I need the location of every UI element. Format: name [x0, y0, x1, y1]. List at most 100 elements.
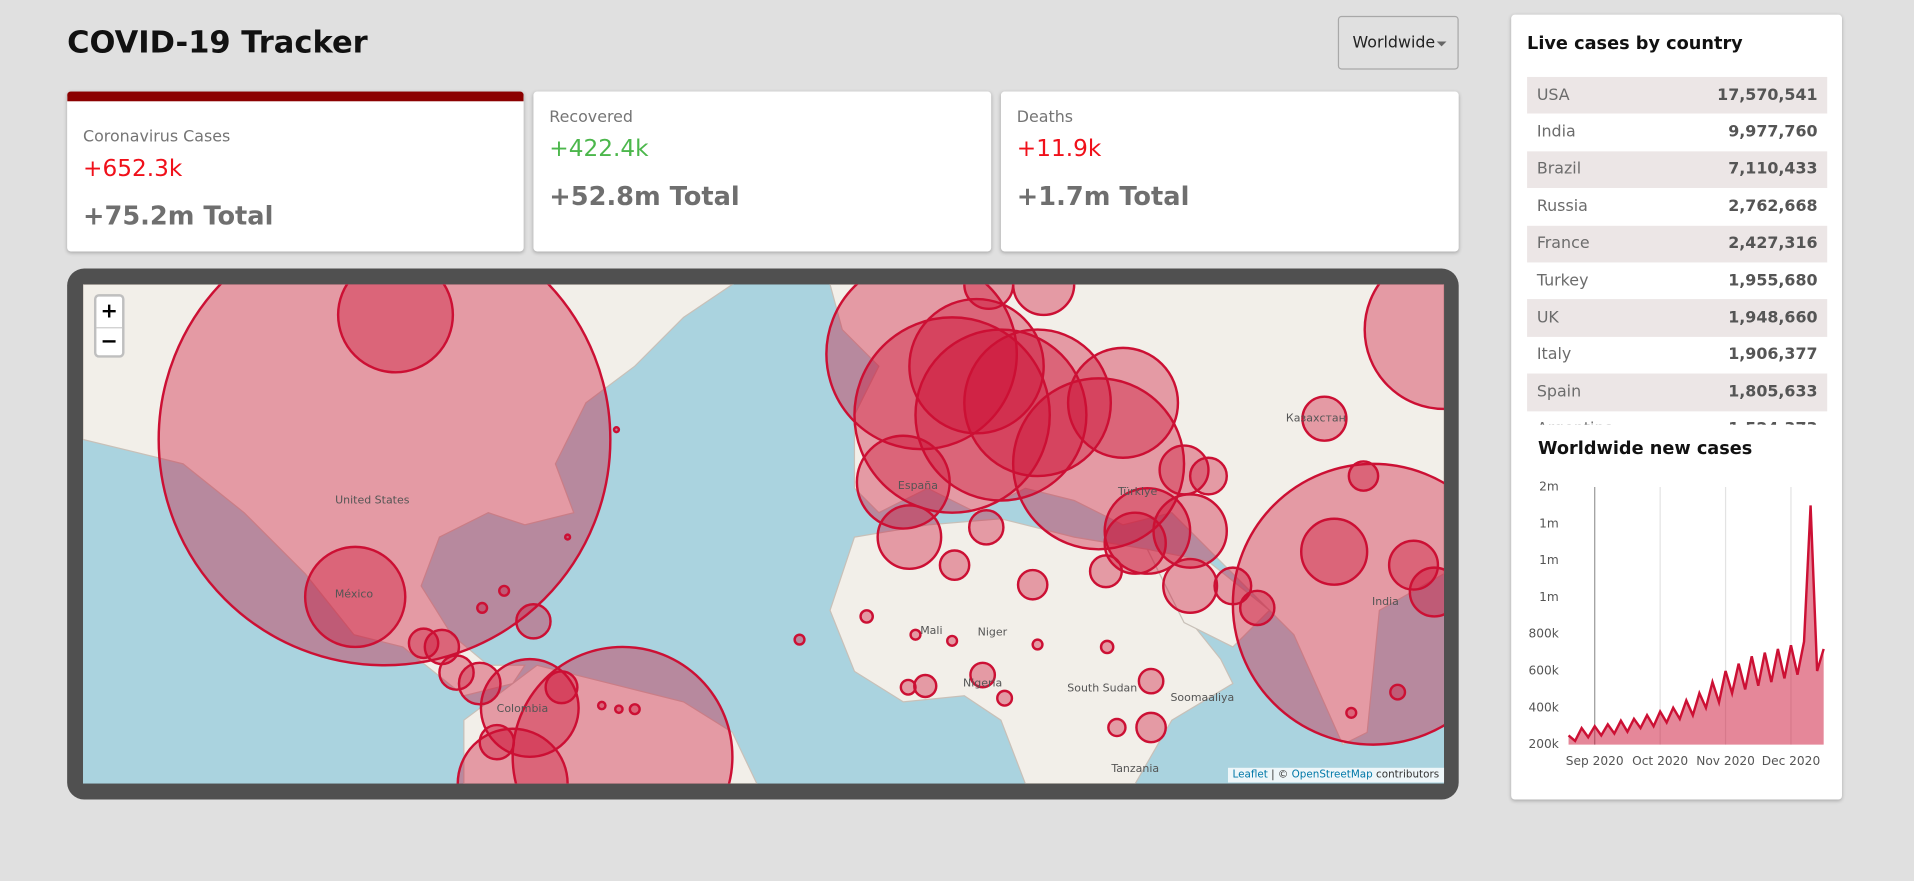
case-circle [1099, 639, 1115, 655]
case-circle [457, 661, 502, 706]
country-cases: 1,955,680 [1728, 271, 1818, 291]
table-row: Russia 2,762,668 [1527, 188, 1827, 225]
card-total: +52.8m Total [549, 181, 740, 212]
table-row: Spain 1,805,633 [1527, 373, 1828, 411]
y-tick-label: 400k [1528, 700, 1559, 714]
case-circle [336, 284, 455, 374]
y-tick-label: 600k [1528, 664, 1559, 678]
case-circle [1408, 566, 1445, 618]
case-circle [1301, 395, 1348, 442]
country-name: Brazil [1536, 160, 1582, 179]
map[interactable]: United States México Colombia España Tür… [83, 284, 1445, 784]
case-circle [938, 549, 971, 582]
card-total: +1.7m Total [1016, 181, 1190, 212]
attribution-separator: | © [1271, 769, 1289, 782]
land [83, 284, 734, 697]
map-label: México [335, 587, 374, 600]
case-circle [563, 533, 572, 541]
table-row: UK 1,948,660 [1527, 299, 1828, 337]
map-label: Mali [920, 624, 942, 637]
case-circle [1135, 711, 1167, 744]
info-card[interactable]: Coronavirus Cases +652.3k +75.2m Total [67, 91, 524, 252]
case-circle [544, 670, 579, 705]
case-circle [1387, 539, 1440, 591]
card-total: +75.2m Total [83, 201, 274, 231]
x-tick-label: Sep 2020 [1566, 754, 1624, 768]
chart-title: Worldwide new cases [1538, 439, 1752, 459]
case-circle [913, 673, 938, 699]
zoom-in[interactable]: + [96, 297, 123, 329]
card-title: Recovered [549, 108, 633, 127]
case-circle [596, 700, 607, 711]
attribution-link[interactable]: OpenStreetMap [1291, 769, 1373, 782]
country-name: UK [1536, 308, 1559, 328]
country-cases: 2,762,668 [1728, 197, 1818, 216]
x-tick-label: Nov 2020 [1696, 754, 1755, 768]
case-circle [1363, 284, 1445, 411]
case-circle [511, 645, 734, 784]
case-circle [1107, 717, 1127, 738]
country-table[interactable]: USA 17,570,541 India 9,977,760 Brazil 7,110,4… [1527, 76, 1828, 425]
map-label: South Sudan [1067, 681, 1137, 694]
case-circle [1088, 554, 1124, 589]
table-row: France 2,427,316 [1527, 225, 1828, 263]
country-name: Argentina [1537, 420, 1614, 425]
case-circle [909, 628, 922, 641]
table-row: Turkey 1,955,680 [1527, 262, 1827, 299]
x-tick-label: Oct 2020 [1632, 754, 1688, 768]
case-circle [1031, 638, 1044, 651]
area [1568, 505, 1824, 745]
y-tick-label: 2m [1539, 480, 1559, 494]
case-circle [876, 504, 943, 571]
country-name: Italy [1536, 345, 1572, 365]
map-label: Colombia [497, 702, 549, 715]
y-tick-label: 1m [1539, 553, 1559, 567]
attribution-link[interactable]: Leaflet [1232, 769, 1268, 782]
case-circle [1345, 706, 1358, 719]
case-circle [303, 545, 407, 649]
case-circle [1238, 589, 1276, 627]
map-label: Soomaaliya [1170, 691, 1234, 704]
country-cases: 1,906,377 [1728, 345, 1818, 365]
case-circle [793, 633, 806, 646]
table-row: Argentina 1,524,373 [1527, 411, 1827, 425]
table-row: Italy 1,906,377 [1527, 337, 1827, 374]
zoom-control: + − [93, 294, 125, 358]
case-circle [1347, 460, 1380, 492]
side-panel: Live cases by country USA 17,570,541 India… [1511, 14, 1842, 800]
chart: Worldwide new cases 200k 400k 600k 800k 1m 1m… [1528, 439, 1825, 768]
case-circle [969, 661, 997, 689]
case-circle [1389, 683, 1407, 701]
region-dropdown[interactable]: Worldwide [1337, 15, 1459, 70]
info-card[interactable]: Recovered +422.4k +52.8m Total [533, 91, 992, 252]
zoom-out[interactable]: − [100, 329, 118, 354]
land [829, 284, 1445, 746]
case-circle [438, 654, 475, 691]
case-circle [967, 509, 1005, 546]
country-name: Turkey [1536, 271, 1589, 291]
case-circle [899, 678, 917, 696]
card-today: +422.4k [549, 135, 649, 163]
case-circle [612, 426, 621, 434]
case-circle [963, 284, 1015, 311]
country-name: Russia [1536, 197, 1588, 216]
case-circle [1016, 568, 1049, 601]
case-circle [855, 434, 951, 530]
case-circles [157, 284, 1445, 784]
info-card[interactable]: Deaths +11.9k +1.7m Total [1000, 91, 1459, 252]
map-label: United States [335, 493, 410, 506]
country-name: Spain [1536, 383, 1582, 402]
country-cases: 9,977,760 [1728, 123, 1818, 142]
case-circle [1011, 284, 1076, 317]
country-cases: 1,948,660 [1728, 308, 1818, 328]
table-title: Live cases by country [1527, 34, 1743, 54]
y-tick-label: 1m [1539, 516, 1559, 530]
land [463, 664, 758, 784]
country-cases: 17,570,541 [1717, 86, 1818, 105]
case-circle [515, 603, 552, 640]
case-circle [1103, 487, 1192, 575]
map-label: Niger [978, 625, 1008, 638]
case-circle [1137, 667, 1165, 695]
